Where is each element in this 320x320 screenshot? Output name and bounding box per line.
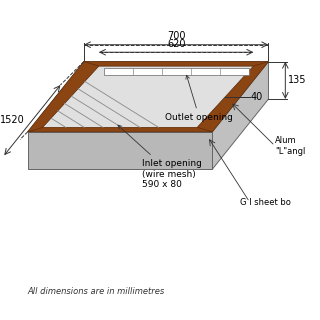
Text: Inlet opening
(wire mesh)
590 x 80: Inlet opening (wire mesh) 590 x 80 — [118, 125, 202, 189]
Text: 135: 135 — [288, 75, 307, 85]
Polygon shape — [103, 68, 249, 76]
Text: G I sheet bo: G I sheet bo — [240, 198, 291, 207]
Text: All dimensions are in millimetres: All dimensions are in millimetres — [28, 287, 165, 296]
Polygon shape — [43, 66, 253, 127]
Polygon shape — [84, 61, 268, 66]
Text: Alum
"L"angl: Alum "L"angl — [275, 136, 305, 156]
Text: Outlet opening: Outlet opening — [165, 75, 233, 122]
Polygon shape — [28, 61, 99, 132]
Text: 700: 700 — [167, 31, 185, 41]
Polygon shape — [197, 61, 268, 132]
Polygon shape — [28, 127, 212, 132]
Polygon shape — [212, 61, 268, 169]
Text: 620: 620 — [167, 39, 185, 49]
Text: 1520: 1520 — [0, 115, 25, 125]
Polygon shape — [28, 132, 212, 169]
Text: 40: 40 — [251, 92, 263, 102]
Polygon shape — [28, 61, 268, 132]
